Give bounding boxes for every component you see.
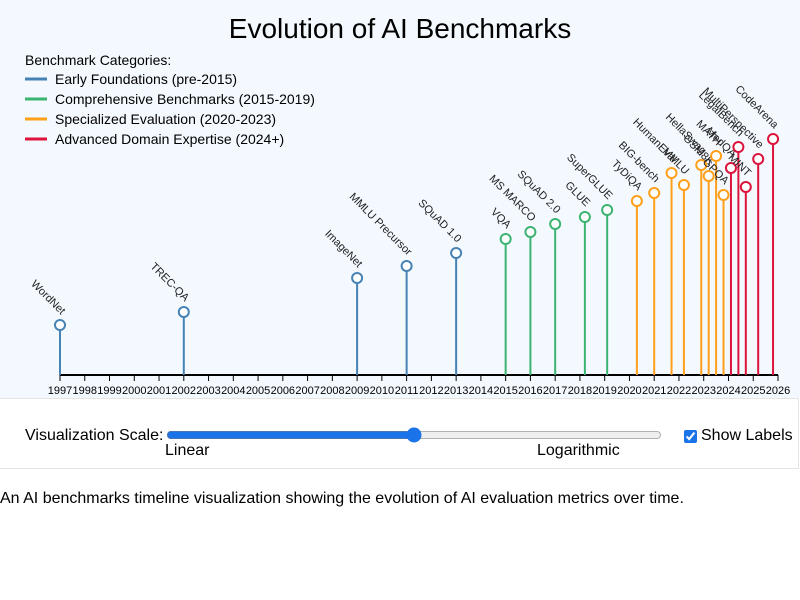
- legend-label-comprehensive: Comprehensive Benchmarks (2015-2019): [55, 91, 315, 107]
- point-label-trec-qa: TREC-QA: [148, 261, 192, 305]
- x-tick-label-2021: 2021: [642, 385, 666, 397]
- point-label-vqa: VQA: [488, 206, 513, 231]
- x-tick-label-1997: 1997: [48, 385, 72, 397]
- marker-medqa[interactable]: [724, 162, 737, 174]
- x-tick-label-1998: 1998: [73, 385, 97, 397]
- point-label-glue: GLUE: [563, 179, 593, 209]
- chart-title: Evolution of AI Benchmarks: [229, 13, 571, 44]
- marker-glue[interactable]: [578, 211, 591, 223]
- marker-ms-marco[interactable]: [524, 226, 537, 238]
- marker-math[interactable]: [710, 150, 723, 162]
- marker-codearena[interactable]: [767, 133, 780, 145]
- point-label-mmlu-precursor: MMLU Precursor: [347, 191, 415, 259]
- marker-superglue[interactable]: [601, 204, 614, 216]
- x-tick-label-2013: 2013: [444, 385, 468, 397]
- marker-imagenet[interactable]: [351, 272, 364, 284]
- legend-title: Benchmark Categories:: [25, 52, 171, 68]
- marker-squad-1-0[interactable]: [450, 247, 463, 259]
- benchmark-timeline-chart: Evolution of AI Benchmarks Benchmark Cate…: [25, 13, 790, 397]
- scale-label: Visualization Scale:: [25, 427, 164, 444]
- marker-hellaswag[interactable]: [695, 159, 708, 171]
- x-tick-label-2023: 2023: [691, 385, 715, 397]
- marker-mmlu[interactable]: [677, 179, 690, 191]
- x-tick-label-2010: 2010: [370, 385, 394, 397]
- marker-big-bench[interactable]: [648, 187, 661, 199]
- x-tick-label-2017: 2017: [543, 385, 567, 397]
- x-tick-label-2015: 2015: [493, 385, 517, 397]
- marker-gsm8k[interactable]: [702, 170, 715, 182]
- controls-panel: Visualization Scale: Linear Logarithmic …: [0, 398, 799, 469]
- x-tick-label-2005: 2005: [246, 385, 270, 397]
- x-tick-label-2024: 2024: [716, 385, 740, 397]
- x-tick-label-2003: 2003: [196, 385, 220, 397]
- legend-label-early: Early Foundations (pre-2015): [55, 71, 237, 87]
- x-tick-label-2026: 2026: [766, 385, 790, 397]
- marker-multiperspective[interactable]: [752, 153, 765, 165]
- chart-panel: Evolution of AI Benchmarks Benchmark Cate…: [0, 0, 800, 398]
- marker-mmlu-precursor[interactable]: [400, 260, 413, 272]
- x-tick-label-2008: 2008: [320, 385, 344, 397]
- marker-wordnet[interactable]: [54, 319, 66, 331]
- x-tick-label-2022: 2022: [667, 385, 691, 397]
- x-tick-label-2016: 2016: [518, 385, 542, 397]
- marker-mint[interactable]: [739, 181, 752, 193]
- marker-squad-2-0[interactable]: [549, 218, 562, 230]
- show-labels-text: Show Labels: [701, 427, 793, 444]
- marker-legalbench[interactable]: [732, 141, 745, 153]
- chart-caption: An AI benchmarks timeline visualization …: [0, 490, 684, 507]
- legend-label-advanced: Advanced Domain Expertise (2024+): [55, 131, 284, 147]
- x-tick-label-2011: 2011: [395, 385, 419, 397]
- marker-humaneval[interactable]: [665, 167, 678, 179]
- slider-min-label: Linear: [165, 442, 210, 459]
- x-tick-label-2002: 2002: [172, 385, 196, 397]
- x-tick-label-2018: 2018: [568, 385, 592, 397]
- point-label-wordnet: WordNet: [28, 278, 67, 317]
- marker-vqa[interactable]: [499, 233, 512, 245]
- x-tick-label-2000: 2000: [122, 385, 146, 397]
- marker-tydiqa[interactable]: [630, 195, 643, 207]
- point-label-imagenet: ImageNet: [322, 228, 364, 270]
- x-tick-label-2009: 2009: [345, 385, 369, 397]
- marker-trec-qa[interactable]: [177, 306, 190, 318]
- scale-slider[interactable]: [166, 427, 662, 443]
- show-labels-toggle[interactable]: Show Labels: [684, 427, 793, 445]
- x-tick-label-2004: 2004: [221, 385, 245, 397]
- slider-max-label: Logarithmic: [537, 442, 620, 459]
- x-tick-label-2020: 2020: [617, 385, 641, 397]
- x-tick-label-1999: 1999: [97, 385, 121, 397]
- show-labels-checkbox[interactable]: [684, 429, 697, 443]
- x-tick-label-2006: 2006: [271, 385, 295, 397]
- x-tick-label-2014: 2014: [469, 385, 493, 397]
- x-tick-label-2001: 2001: [147, 385, 171, 397]
- legend-label-specialized: Specialized Evaluation (2020-2023): [55, 111, 276, 127]
- x-tick-label-2019: 2019: [592, 385, 616, 397]
- point-label-squad-1-0: SQuAD 1.0: [416, 197, 464, 245]
- x-tick-label-2012: 2012: [419, 385, 443, 397]
- x-tick-label-2025: 2025: [741, 385, 765, 397]
- x-tick-label-2007: 2007: [295, 385, 319, 397]
- marker-gpqa[interactable]: [717, 189, 730, 201]
